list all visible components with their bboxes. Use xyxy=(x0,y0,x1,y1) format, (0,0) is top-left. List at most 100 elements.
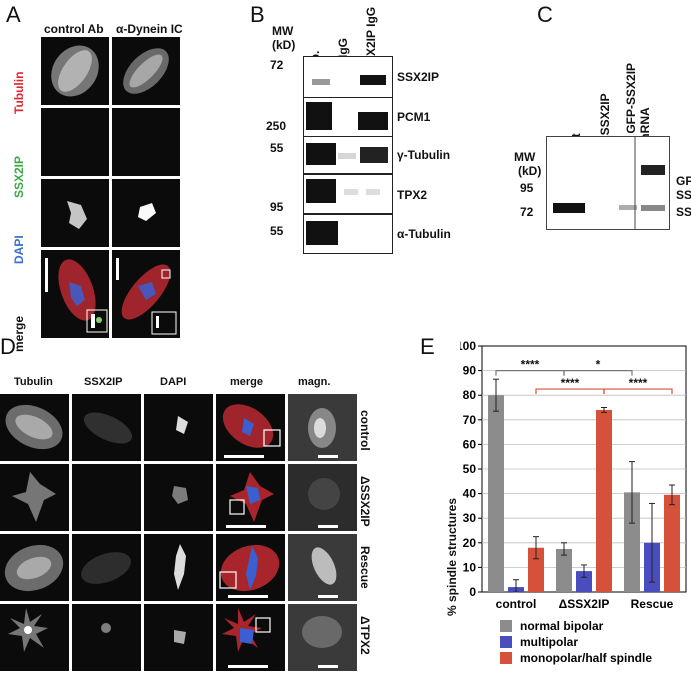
blot-alpha-tubulin xyxy=(303,214,393,254)
bar xyxy=(488,395,504,592)
panel-a-row-dapi: DAPI xyxy=(12,235,26,264)
y-axis-label: % spindle structures xyxy=(445,497,459,617)
significance-label: * xyxy=(596,358,601,372)
micrograph-d-tpx2-magn xyxy=(288,604,357,671)
significance-label: **** xyxy=(629,376,648,390)
panel-d-row-tpx2: ΔTPX2 xyxy=(358,616,372,655)
panel-a-col-control: control Ab xyxy=(44,22,104,36)
micrograph-d-tpx2-ssx2ip xyxy=(72,604,141,671)
lane-c-gfp: + GFP-SSX2IP xyxy=(624,62,638,144)
panel-d-col-magn: magn. xyxy=(298,376,331,388)
blot-name-ssx2ip: SSX2IP xyxy=(397,70,440,84)
significance-bracket xyxy=(603,388,673,395)
spindle-chart: 0102030405060708090100 ************* con… xyxy=(460,339,687,665)
marker-95: 95 xyxy=(520,181,534,195)
micrograph-d-rescue-magn xyxy=(288,534,357,601)
micrograph-d-delta-ssx2ip xyxy=(72,464,141,531)
bar xyxy=(556,548,572,592)
bar xyxy=(576,571,592,592)
micrograph-d-delta-dapi xyxy=(144,464,213,531)
blot-mw-3: 55 xyxy=(270,141,284,155)
chart-categories: control ΔSSX2IP Rescue xyxy=(496,597,674,611)
marker-72: 72 xyxy=(520,205,534,219)
y-tick-label: 30 xyxy=(463,511,477,525)
panel-a-row-tubulin: Tubulin xyxy=(12,71,26,114)
chart-bars xyxy=(488,395,680,592)
band-gfp-prefix: GFP- xyxy=(676,174,691,188)
chart-y-ticks: 0 10 20 30 40 50 60 70 80 90 100 xyxy=(460,339,482,599)
blot-mw-1: 72 xyxy=(270,58,284,72)
panel-d-col-merge: merge xyxy=(230,376,264,388)
band-gfp-ssx2ip: SSX2IP xyxy=(676,188,691,202)
micrograph-d-rescue-dapi xyxy=(144,534,213,601)
micrograph-a-tubulin-dynein xyxy=(112,37,180,105)
band-ssx2ip: SSX2IP xyxy=(676,205,691,219)
bar xyxy=(664,494,680,592)
legend-swatch xyxy=(500,652,512,664)
panel-d-row-rescue: Rescue xyxy=(358,546,372,589)
micrograph-a-tubulin-control xyxy=(41,37,109,105)
blot-name-gamma-tubulin: γ-Tubulin xyxy=(397,148,451,162)
bar xyxy=(596,409,612,592)
chart-significance: **** ***** **** xyxy=(495,358,673,395)
blot-tpx2 xyxy=(303,174,393,214)
micrograph-d-delta-magn xyxy=(288,464,357,531)
category-label: control xyxy=(496,597,537,611)
bar xyxy=(528,547,544,592)
micrograph-a-merge-control xyxy=(41,250,109,338)
micrograph-d-delta-tubulin xyxy=(0,464,69,531)
panel-d-label: D xyxy=(0,334,16,359)
panel-b-label: B xyxy=(250,2,265,27)
category-label: Rescue xyxy=(631,597,674,611)
y-tick-label: 10 xyxy=(463,560,477,574)
panel-d-col-tubulin: Tubulin xyxy=(14,376,53,388)
y-tick-label: 80 xyxy=(463,388,477,402)
y-tick-label: 70 xyxy=(463,413,477,427)
blot-ssx2ip xyxy=(303,56,393,98)
micrograph-d-tpx2-dapi xyxy=(144,604,213,671)
y-tick-label: 90 xyxy=(463,364,477,378)
panel-c-label: C xyxy=(537,2,553,27)
panel-d-row-control: control xyxy=(358,410,372,451)
significance-bracket xyxy=(563,370,633,376)
micrograph-a-dapi-dynein xyxy=(112,179,180,247)
legend-label: normal bipolar xyxy=(520,619,604,633)
y-tick-label: 0 xyxy=(469,585,476,599)
micrograph-a-dapi-control xyxy=(41,179,109,247)
micrograph-d-rescue-tubulin xyxy=(0,534,69,601)
legend-label: monopolar/half spindle xyxy=(520,651,652,665)
micrograph-d-rescue-merge xyxy=(216,534,285,601)
significance-label: **** xyxy=(561,376,580,390)
micrograph-d-control-merge xyxy=(216,394,285,461)
micrograph-a-merge-dynein xyxy=(112,250,180,338)
blot-name-alpha-tubulin: α-Tubulin xyxy=(397,227,451,241)
legend-swatch xyxy=(500,636,512,648)
panel-a-row-ssx2ip: SSX2IP xyxy=(12,155,26,198)
micrograph-d-control-ssx2ip xyxy=(72,394,141,461)
y-tick-label: 50 xyxy=(463,462,477,476)
legend-label: multipolar xyxy=(520,635,578,649)
significance-label: **** xyxy=(521,358,540,372)
micrograph-d-rescue-ssx2ip xyxy=(72,534,141,601)
blot-name-pcm1: PCM1 xyxy=(397,110,431,124)
panel-d-col-ssx2ip: SSX2IP xyxy=(84,376,123,388)
legend-swatch xyxy=(500,620,512,632)
category-label: ΔSSX2IP xyxy=(559,597,610,611)
blot-panel-c xyxy=(546,136,670,230)
y-tick-label: 20 xyxy=(463,536,477,550)
blot-name-tpx2: TPX2 xyxy=(397,188,428,202)
micrograph-d-tpx2-merge xyxy=(216,604,285,671)
blot-pcm1 xyxy=(303,97,393,137)
blot-gamma-tubulin xyxy=(303,136,393,174)
y-tick-label: 60 xyxy=(463,437,477,451)
micrograph-d-control-magn xyxy=(288,394,357,461)
panel-d-row-delta: ΔSSX2IP xyxy=(358,476,372,527)
blot-mw-4: 95 xyxy=(270,200,284,214)
panel-b-mw-unit: (kD) xyxy=(272,38,296,52)
panel-e-label: E xyxy=(420,334,435,359)
panel-c-mw-unit: (kD) xyxy=(518,164,542,178)
micrograph-a-ssx2ip-control xyxy=(41,108,109,176)
chart-legend: normal bipolar multipolar monopolar/half s… xyxy=(500,619,652,665)
micrograph-d-delta-merge xyxy=(216,464,285,531)
y-tick-label: 100 xyxy=(460,339,476,353)
